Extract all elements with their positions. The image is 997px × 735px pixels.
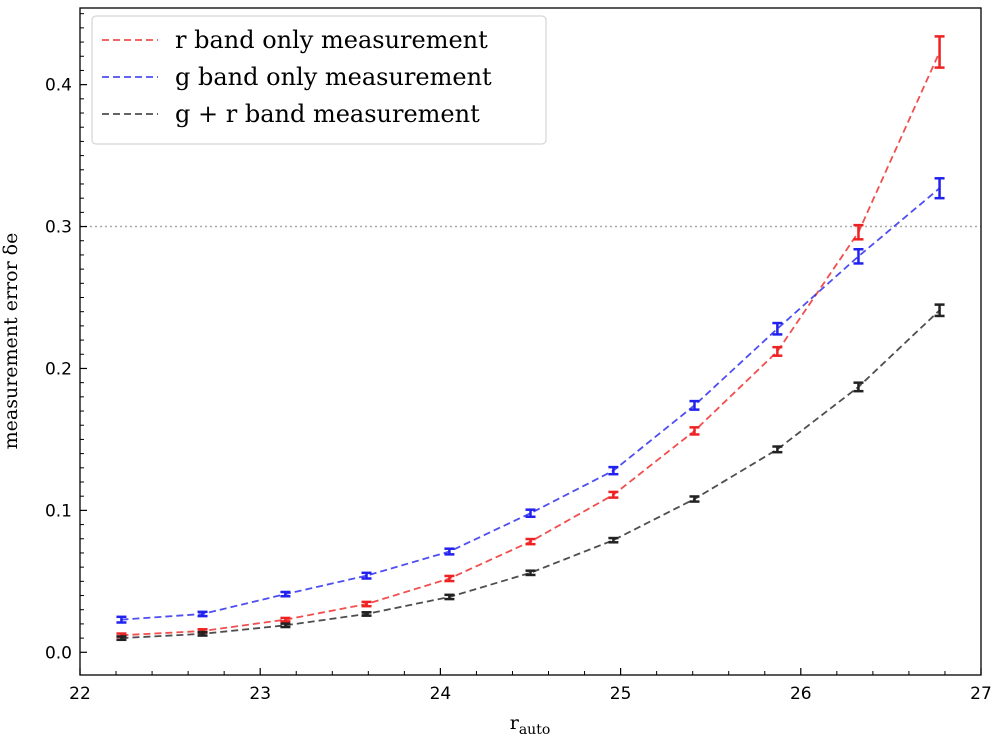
x-tick-label: 23 [249,684,271,704]
series-line [121,309,941,640]
error-bar [853,381,864,393]
error-bar [934,303,945,318]
legend-item-2: g + r band measurement [102,100,480,128]
error-bar [772,445,783,454]
series-line [121,187,941,621]
y-tick-label: 0.0 [45,643,72,663]
error-bar [525,508,536,519]
error-bar [361,571,372,580]
legend-label: g + r band measurement [175,100,480,128]
error-bar [361,600,372,608]
series-2 [116,303,945,642]
error-bar [361,611,372,617]
error-bar [689,426,700,436]
y-tick-label: 0.4 [45,76,72,96]
error-bar [934,35,945,69]
y-tick-label: 0.3 [45,218,72,238]
error-bar [280,622,291,629]
plot-frame [79,7,982,676]
error-bar [280,590,291,598]
error-bar [444,593,455,601]
x-axis-label-subscript: auto [519,722,550,735]
error-bar [689,399,700,411]
error-bar [444,574,455,583]
error-bar [525,537,536,546]
error-bar [689,495,700,503]
error-bar [525,569,536,577]
error-bar [116,615,127,624]
series-0 [116,35,945,639]
error-bar [853,248,864,265]
y-axis-label: measurement error δe [0,233,22,450]
error-bar [772,321,783,336]
error-bar [608,465,619,476]
error-bar [116,635,127,642]
series-1 [116,177,945,624]
error-bar [444,547,455,556]
legend-label: r band only measurement [175,26,488,54]
error-bar [608,536,619,544]
x-tick-label: 27 [970,684,992,704]
x-tick-label: 25 [610,684,632,704]
legend-item-0: r band only measurement [102,26,488,54]
error-bar [772,345,783,357]
y-tick-label: 0.1 [45,501,72,521]
x-axis-label: rauto [510,712,551,735]
error-bar [608,490,619,499]
error-bar [280,616,291,623]
x-axis-label-main: r [510,712,520,734]
legend-box [91,15,547,145]
x-tick-label: 26 [790,684,812,704]
error-bar [197,630,208,637]
error-bar [853,223,864,241]
legend-label: g band only measurement [175,63,492,91]
x-tick-label: 22 [69,684,91,704]
legend: r band only measurement g band only measu… [91,15,547,145]
y-tick-label: 0.2 [45,359,72,379]
error-bar [934,177,945,200]
legend-item-1: g band only measurement [102,63,492,91]
x-tick-label: 24 [430,684,452,704]
error-bar [197,610,208,618]
